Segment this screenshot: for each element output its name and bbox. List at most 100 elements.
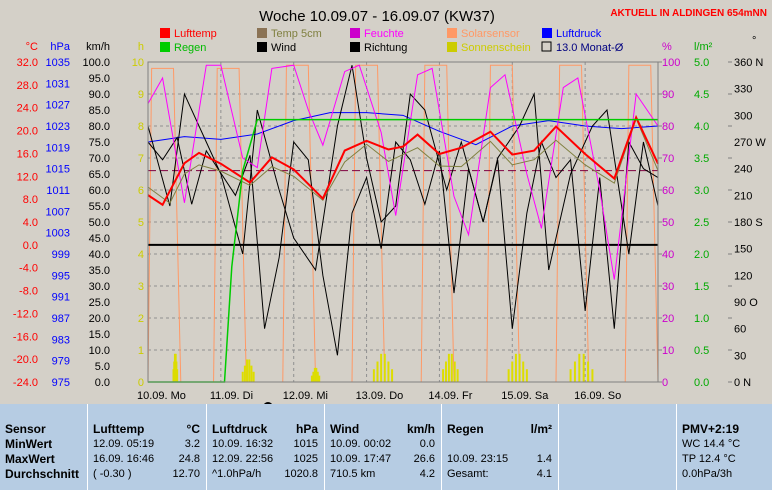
- axis-temp-tick: -24.0: [13, 377, 38, 389]
- lufttemp-min-value: 3.2: [184, 438, 200, 450]
- axis-wind-tick: 70.0: [89, 153, 110, 165]
- series-wind: [147, 65, 659, 272]
- axis-humidity-tick: 90: [662, 89, 674, 101]
- lufttemp-trend: ( -0.30 ): [93, 468, 132, 480]
- axis-pressure-tick: 991: [52, 292, 70, 304]
- axis-wind-tick: 60.0: [89, 185, 110, 197]
- axis-rain-unit: l/m²: [694, 41, 713, 53]
- lufttemp-unit: °C: [186, 422, 200, 436]
- axis-wind-tick: 95.0: [89, 73, 110, 85]
- series-temp5cm: [147, 117, 659, 204]
- axis-pressure-tick: 1011: [46, 185, 70, 197]
- axis-wind-tick: 30.0: [89, 281, 110, 293]
- luftdruck-header: Luftdruck: [212, 422, 268, 436]
- axis-wind-tick: 85.0: [89, 105, 110, 117]
- axis-rain-tick: 3.5: [694, 153, 709, 165]
- axis-direction-tick: 330: [734, 84, 752, 96]
- axis-pressure-tick: 1003: [46, 228, 70, 240]
- axis-rain-tick: 1.0: [694, 313, 709, 325]
- axis-humidity-tick: 80: [662, 121, 674, 133]
- legend-label: Solarsensor: [461, 28, 520, 40]
- axis-wind-tick: 75.0: [89, 137, 110, 149]
- legend-swatch: [160, 28, 170, 38]
- lufttemp-min-time: 12.09. 05:19: [93, 438, 155, 450]
- luftdruck-avg-value: 1020.8: [284, 468, 318, 480]
- axis-pressure-tick: 1031: [46, 78, 70, 90]
- axis-wind-tick: 20.0: [89, 313, 110, 325]
- luftdruck-max-time: 12.09. 22:56: [212, 453, 274, 465]
- axis-direction-tick: 30: [734, 350, 746, 362]
- legend-swatch: [350, 42, 360, 52]
- legend-swatch: [257, 28, 267, 38]
- legend-swatch: [257, 42, 267, 52]
- axis-sun-tick: 10: [132, 57, 144, 69]
- regen-max-value: 1.4: [536, 453, 552, 465]
- chart-title: Woche 10.09.07 - 16.09.07 (KW37): [259, 8, 495, 25]
- x-tick-label: 12.09. Mi: [283, 390, 328, 402]
- legend-swatch: [447, 28, 457, 38]
- legend-swatch: [541, 41, 552, 52]
- legend-swatch: [350, 28, 360, 38]
- legend-label: Temp 5cm: [271, 28, 322, 40]
- wind-header: Wind: [330, 422, 360, 436]
- axis-rain-tick: 0.5: [694, 345, 709, 357]
- axis-sun-tick: 7: [138, 153, 144, 165]
- axis-humidity-tick: 40: [662, 249, 674, 261]
- wind-distance: 710.5 km: [330, 468, 376, 480]
- table-panel-lufttemp: Lufttemp °C 12.09. 05:19 3.2 16.09. 16:4…: [88, 404, 207, 490]
- axis-humidity-tick: 10: [662, 345, 674, 357]
- axis-wind-tick: 40.0: [89, 249, 110, 261]
- table-panel-empty: [559, 404, 677, 490]
- axis-pressure-unit: hPa: [50, 41, 70, 53]
- current-time-marker: [264, 402, 272, 404]
- axis-sun-tick: 8: [138, 121, 144, 133]
- axis-wind-tick: 80.0: [89, 121, 110, 133]
- axis-direction-tick: 0 N: [734, 377, 751, 389]
- axis-sun-unit: h: [138, 41, 144, 53]
- axis-pressure-tick: 979: [52, 356, 70, 368]
- axis-pressure-tick: 1007: [46, 206, 70, 218]
- axis-pressure-tick: 995: [52, 270, 70, 282]
- legend-swatch: [160, 42, 170, 52]
- table-panel-wind: Wind km/h 10.09. 00:02 0.0 10.09. 17:47 …: [325, 404, 442, 490]
- series-luftdruck: [147, 112, 659, 146]
- axis-humidity-unit: %: [662, 41, 672, 53]
- axis-temp-tick: -12.0: [13, 308, 38, 320]
- axis-rain-tick: 4.5: [694, 89, 709, 101]
- legend-label: Lufttemp: [174, 28, 217, 40]
- axis-direction-tick: 120: [734, 270, 752, 282]
- axis-temp-tick: -8.0: [19, 286, 38, 298]
- axis-wind-tick: 35.0: [89, 265, 110, 277]
- axis-direction-tick: 150: [734, 244, 752, 256]
- x-tick-label: 10.09. Mo: [137, 390, 186, 402]
- axis-pressure-tick: 975: [52, 377, 70, 389]
- legend-label: 13.0 Monat-Ø: [556, 42, 624, 54]
- wind-min-value: 0.0: [419, 438, 435, 450]
- legend-label: Wind: [271, 42, 296, 54]
- axis-sun-tick: 2: [138, 313, 144, 325]
- luftdruck-trend: ^1.0hPa/h: [212, 468, 262, 480]
- regen-unit: l/m²: [530, 422, 552, 436]
- legend-label: Sonnenschein: [461, 42, 531, 54]
- axis-pressure-tick: 1015: [46, 164, 70, 176]
- axis-wind-tick: 65.0: [89, 169, 110, 181]
- axis-sun-tick: 5: [138, 217, 144, 229]
- axis-sun-tick: 3: [138, 281, 144, 293]
- axis-pressure-tick: 987: [52, 313, 70, 325]
- axis-direction-tick: 270 W: [734, 137, 766, 149]
- axis-direction-tick: 300: [734, 110, 752, 122]
- table-row-label-max: MaxWert: [5, 452, 55, 466]
- axis-rain-tick: 2.5: [694, 217, 709, 229]
- table-panel-pmv: PMV+2:19 WC 14.4 °C TP 12.4 °C 0.0hPa/3h: [677, 404, 772, 490]
- wind-unit: km/h: [406, 422, 435, 436]
- pmv-dewpoint: TP 12.4 °C: [682, 453, 736, 465]
- axis-temp-tick: 20.0: [17, 126, 38, 138]
- regen-total-label: Gesamt:: [447, 468, 489, 480]
- axis-temp-tick: 0.0: [23, 240, 38, 252]
- axis-temp-tick: -16.0: [13, 331, 38, 343]
- axis-rain-tick: 3.0: [694, 185, 709, 197]
- regen-header: Regen: [447, 422, 484, 436]
- legend-label: Luftdruck: [556, 28, 602, 40]
- axis-wind-tick: 0.0: [95, 377, 110, 389]
- axis-temp-tick: 12.0: [17, 171, 38, 183]
